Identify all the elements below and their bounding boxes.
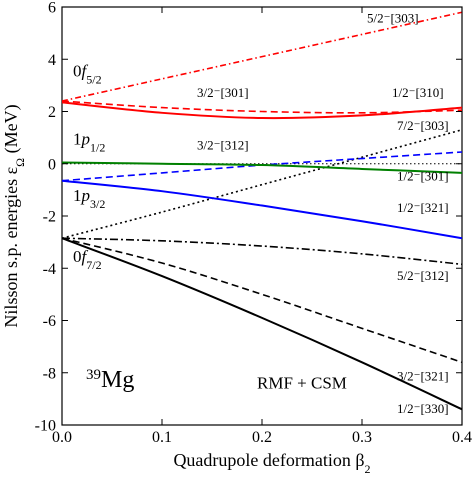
- ticks-group: 0.0 0.1 0.2 0.3 0.4 6 4 2 0 -2 -4 -6 -8 -10: [35, 0, 472, 446]
- y-tick-label: 6: [48, 0, 56, 17]
- line-label: 1/2⁻[310]: [392, 85, 444, 100]
- spherical-level-label: 1p1/2: [73, 130, 105, 155]
- y-tick-label: -10: [35, 418, 56, 435]
- line-label: 5/2⁻[303]: [367, 11, 419, 26]
- y-tick-label: -4: [43, 261, 56, 278]
- x-tick-label: 0.1: [152, 429, 172, 446]
- x-axis-title: Quadrupole deformation β2: [173, 450, 370, 474]
- series-group: [61, 11, 463, 411]
- series-line-1: [61, 100, 463, 114]
- x-tick-label: 0.3: [352, 429, 372, 446]
- line-label: 3/2⁻[321]: [397, 369, 449, 384]
- line-label: 1/2⁻[330]: [397, 401, 449, 416]
- line-label: 3/2⁻[312]: [197, 137, 249, 152]
- series-line-2: [61, 101, 463, 120]
- series-line-6: [61, 179, 463, 240]
- y-tick-label: 4: [48, 52, 56, 69]
- series-line-8: [61, 237, 463, 364]
- series-line-9: [61, 237, 463, 411]
- line-label: 1/2⁻[301]: [397, 169, 449, 184]
- spherical-level-label: 1p3/2: [73, 186, 105, 211]
- model-label: RMF + CSM: [257, 373, 347, 392]
- series-line-5: [61, 161, 463, 174]
- spherical-level-label: 0f5/2: [73, 62, 102, 87]
- line-label: 1/2⁻[321]: [397, 200, 449, 215]
- plot-frame: [61, 6, 463, 426]
- line-label: 3/2⁻[301]: [197, 85, 249, 100]
- y-axis-title: Nilsson s.p. energies εΩ (MeV): [1, 104, 27, 327]
- series-line-7: [61, 237, 463, 266]
- y-tick-label: -2: [43, 209, 56, 226]
- line-label: 5/2⁻[312]: [397, 268, 449, 283]
- y-tick-label: 2: [48, 104, 56, 121]
- series-line-0: [61, 11, 463, 102]
- x-tick-label: 0.4: [452, 429, 472, 446]
- nucleus-label: 39Mg: [86, 367, 134, 393]
- labels-group: Quadrupole deformation β2 Nilsson s.p. en…: [1, 11, 449, 476]
- y-tick-label: -8: [43, 365, 56, 382]
- y-tick-label: 0: [48, 156, 56, 173]
- y-tick-label: -6: [43, 313, 56, 330]
- x-tick-label: 0.0: [52, 429, 72, 446]
- line-label: 7/2⁻[303]: [397, 118, 449, 133]
- x-tick-label: 0.2: [252, 429, 272, 446]
- series-line-3: [61, 129, 463, 239]
- spherical-level-label: 0f7/2: [73, 247, 102, 272]
